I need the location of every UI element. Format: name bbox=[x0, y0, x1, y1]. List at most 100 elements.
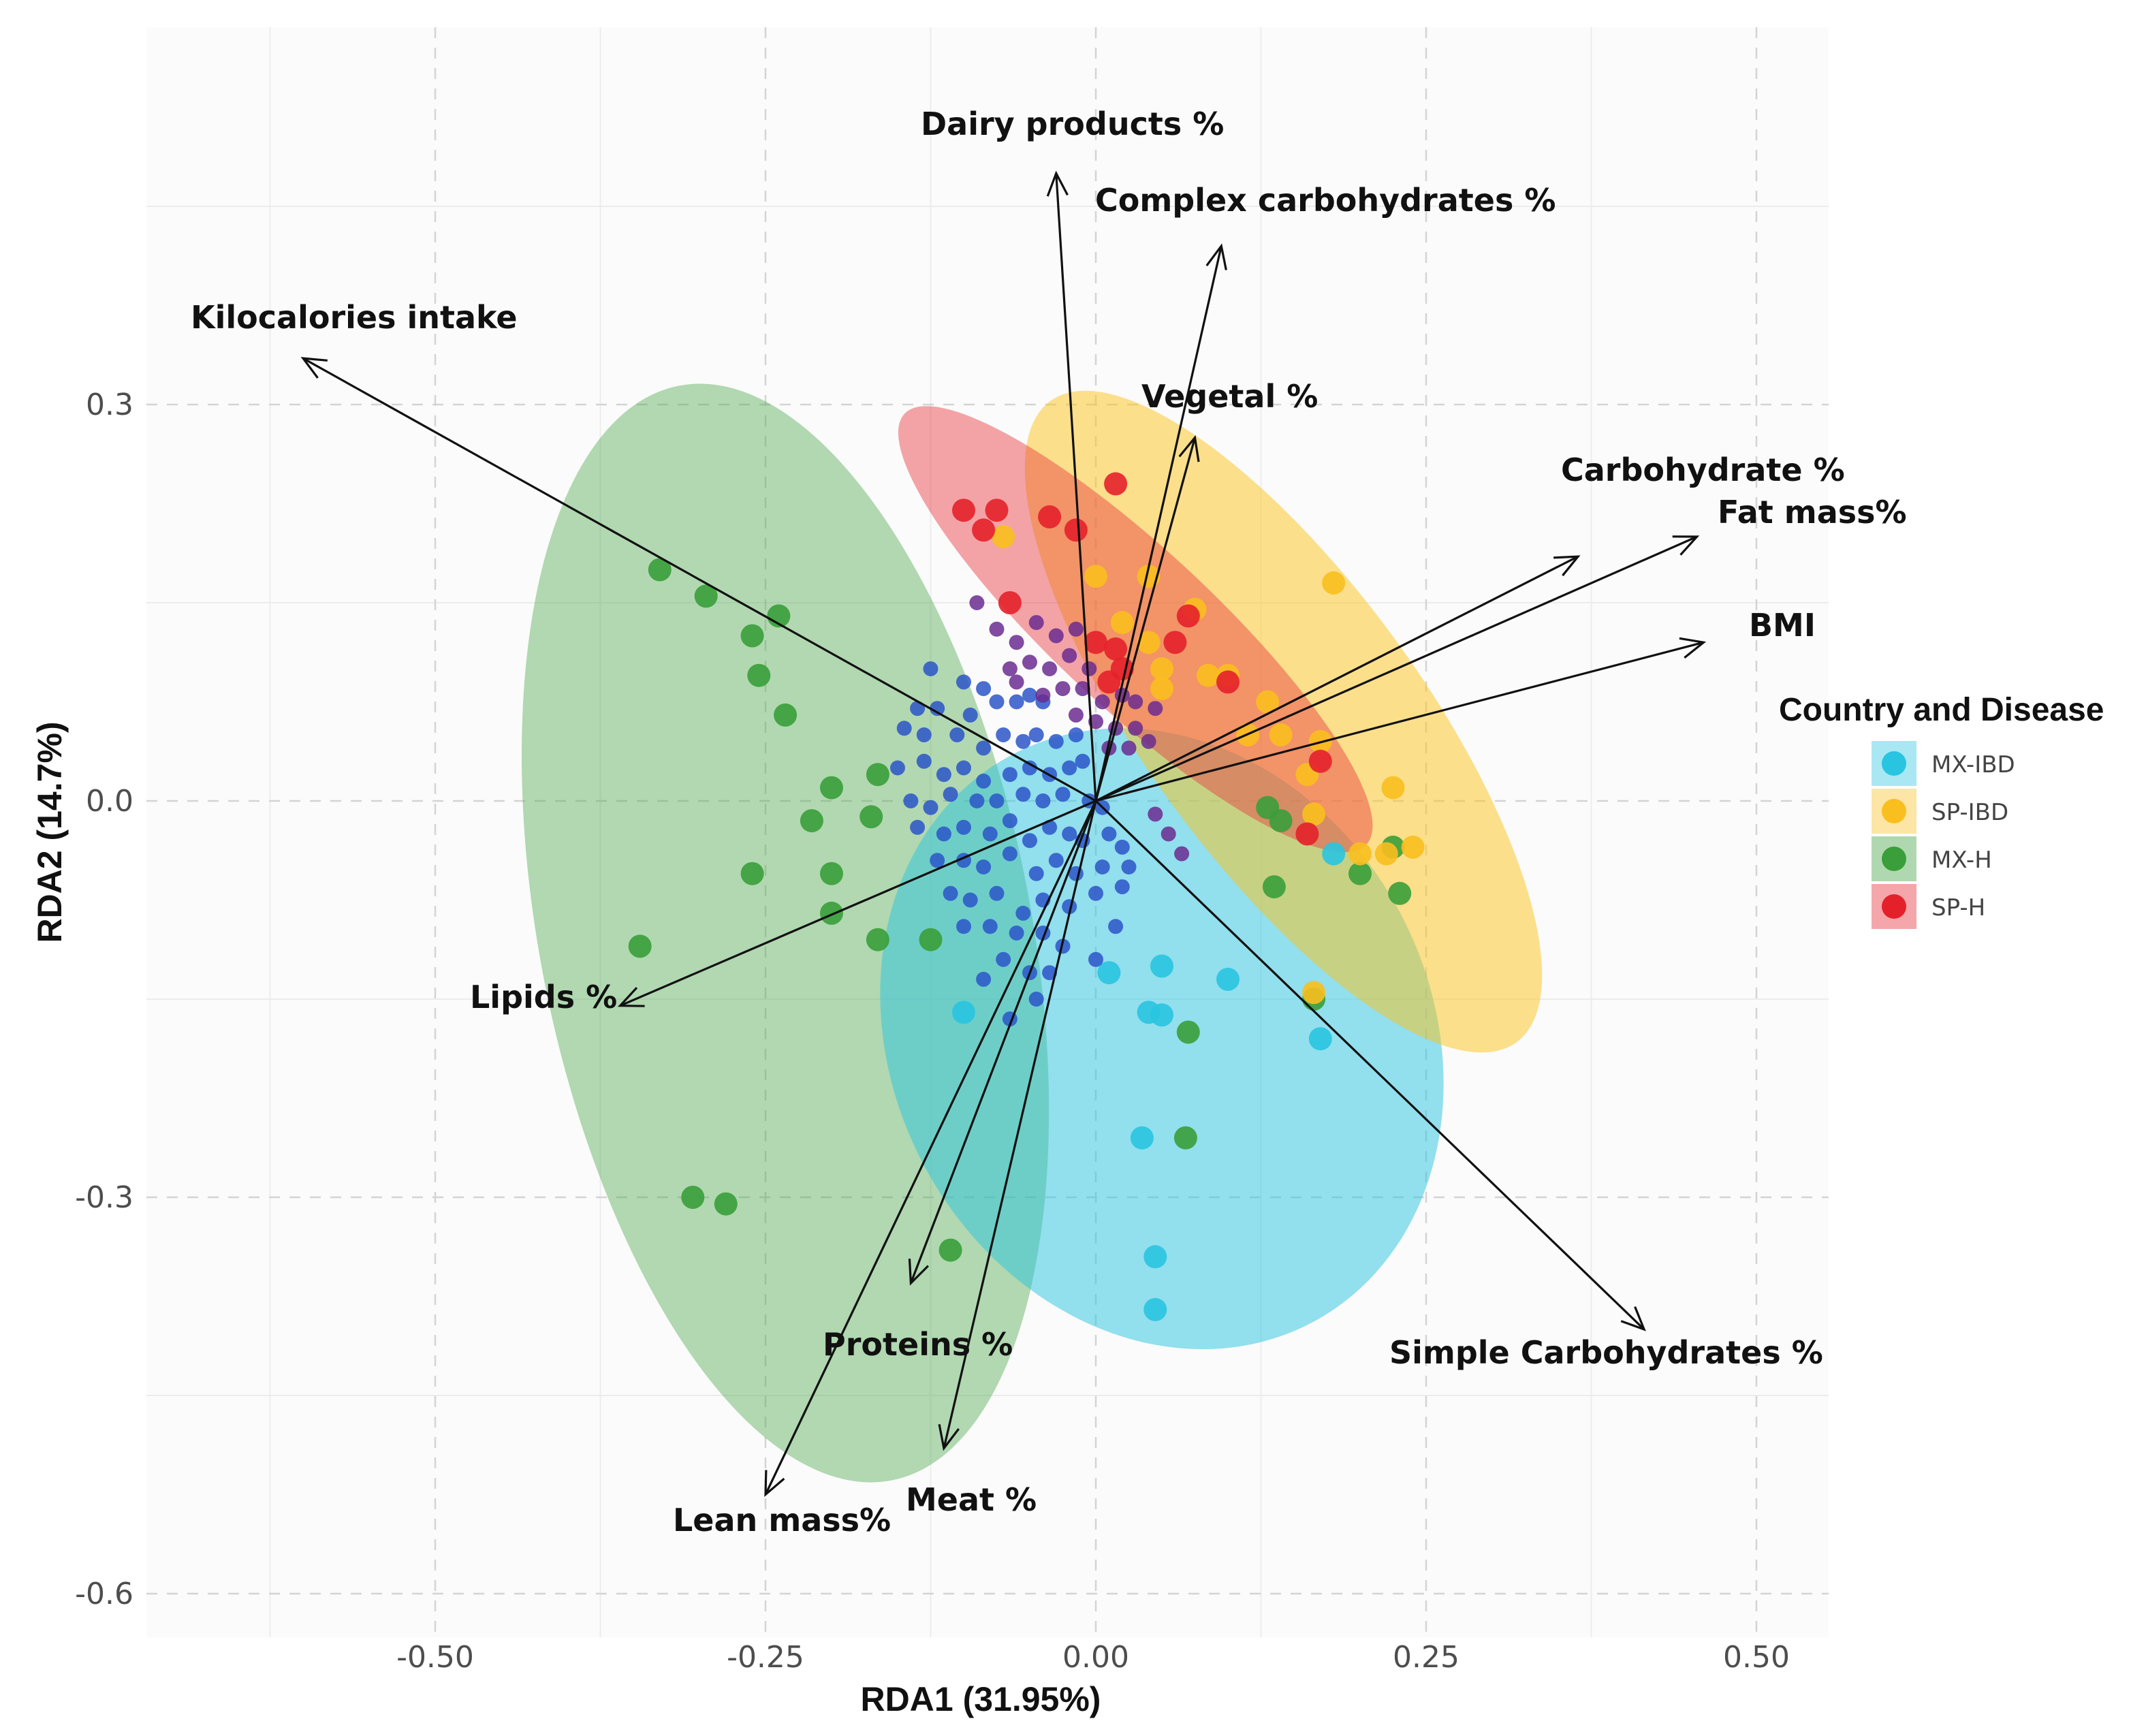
point-mx-ibd-small bbox=[1101, 826, 1117, 842]
point-mx-h bbox=[1262, 875, 1286, 899]
legend-dot-mx-ibd bbox=[1882, 751, 1906, 776]
point-mx-h bbox=[648, 558, 672, 582]
vector-vegetal bbox=[1094, 437, 1197, 802]
point-mx-h bbox=[866, 763, 889, 787]
point-sp-h bbox=[972, 518, 996, 542]
vector-label-proteins: Proteins % bbox=[823, 1326, 1013, 1363]
point-mx-ibd-small bbox=[923, 661, 938, 676]
y-axis-title: RDA2 (14.7%) bbox=[31, 721, 69, 943]
point-mx-ibd-small bbox=[956, 919, 971, 934]
vector-label-meat: Meat % bbox=[906, 1481, 1037, 1518]
point-sp-h bbox=[1064, 518, 1088, 542]
point-mx-ibd-small bbox=[903, 793, 919, 808]
ellipse-sp-ibd bbox=[1024, 390, 1543, 1053]
point-sp-h bbox=[1295, 822, 1319, 846]
point-sp-ibd bbox=[1084, 565, 1107, 588]
point-mx-h bbox=[919, 928, 943, 951]
point-sp-h bbox=[998, 591, 1022, 614]
point-mx-ibd-small bbox=[982, 919, 998, 934]
point-mx-ibd-small bbox=[1048, 853, 1064, 868]
point-mx-ibd-small bbox=[1068, 727, 1084, 742]
point-mx-h bbox=[866, 928, 889, 951]
point-sp-small bbox=[1128, 721, 1143, 736]
vector-lean-mass bbox=[764, 800, 1097, 1496]
point-sp-small bbox=[1121, 740, 1137, 756]
point-mx-ibd bbox=[1150, 1003, 1173, 1027]
point-sp-ibd bbox=[1374, 842, 1398, 866]
point-sp-small bbox=[1068, 621, 1084, 637]
point-mx-ibd-small bbox=[890, 760, 905, 776]
point-mx-ibd-small bbox=[1009, 694, 1024, 710]
point-mx-ibd-small bbox=[1028, 727, 1044, 742]
legend-label-mx-ibd: MX-IBD bbox=[1931, 751, 2015, 778]
point-mx-ibd-small bbox=[976, 859, 992, 874]
point-sp-ibd bbox=[992, 525, 1015, 548]
point-mx-ibd-small bbox=[916, 727, 932, 742]
point-sp-small bbox=[1035, 687, 1051, 703]
point-mx-ibd-small bbox=[910, 701, 926, 716]
point-mx-ibd-small bbox=[896, 721, 912, 736]
point-mx-h bbox=[1388, 881, 1412, 905]
vector-label-lipids: Lipids % bbox=[470, 979, 617, 1015]
point-mx-ibd-small bbox=[1002, 813, 1017, 829]
point-sp-small bbox=[1062, 648, 1077, 663]
point-sp-small bbox=[1141, 733, 1156, 749]
point-mx-ibd-small bbox=[1121, 859, 1137, 874]
axis-ticks: -0.50 -0.25 0.00 0.25 0.50 0.3 0.0 -0.3 -0.6 bbox=[75, 388, 1790, 1675]
point-mx-ibd-small bbox=[956, 819, 971, 835]
point-mx-h bbox=[938, 1238, 962, 1262]
point-mx-ibd-small bbox=[930, 701, 945, 716]
vector-label-bmi: BMI bbox=[1749, 607, 1816, 644]
point-sp-h bbox=[1104, 472, 1128, 496]
vector-arrowhead bbox=[938, 1423, 960, 1451]
vector-label-fat-mass: Fat mass% bbox=[1718, 494, 1907, 531]
vector-label-simple-carbohydrates: Simple Carbohydrates % bbox=[1389, 1334, 1823, 1371]
point-mx-ibd bbox=[1130, 1126, 1154, 1150]
vector-dairy-products bbox=[1055, 173, 1097, 802]
point-mx-ibd-small bbox=[976, 740, 992, 756]
point-mx-h bbox=[747, 663, 771, 687]
point-sp-ibd bbox=[1348, 842, 1372, 866]
point-sp-small bbox=[1002, 661, 1017, 676]
point-mx-h bbox=[740, 862, 764, 885]
vector-arrowhead bbox=[1672, 535, 1700, 556]
point-mx-ibd bbox=[1216, 967, 1240, 991]
point-mx-ibd-small bbox=[962, 707, 978, 723]
legend-items: MX-IBD SP-IBD MX-H SP-H bbox=[1872, 741, 2015, 929]
point-mx-ibd-small bbox=[1062, 899, 1077, 915]
point-sp-ibd bbox=[1269, 723, 1293, 746]
point-sp-h bbox=[1176, 604, 1200, 628]
point-mx-ibd bbox=[952, 1000, 975, 1024]
point-sp-small bbox=[1101, 740, 1117, 756]
vector-arrowhead bbox=[1046, 170, 1069, 197]
point-mx-ibd-small bbox=[1055, 787, 1071, 802]
point-sp-ibd bbox=[1110, 611, 1134, 635]
point-sp-small bbox=[1161, 826, 1176, 842]
point-sp-ibd bbox=[1302, 802, 1326, 826]
point-mx-h bbox=[820, 862, 843, 885]
point-mx-ibd-small bbox=[989, 694, 1005, 710]
point-sp-small bbox=[1055, 681, 1071, 697]
point-mx-h bbox=[1173, 1126, 1197, 1150]
point-sp-h bbox=[1084, 631, 1107, 654]
point-sp-small bbox=[1009, 635, 1024, 650]
point-mx-ibd-small bbox=[1108, 919, 1124, 934]
point-mx-ibd-small bbox=[936, 826, 951, 842]
point-sp-ibd bbox=[1401, 835, 1425, 859]
point-sp-ibd bbox=[1137, 631, 1161, 654]
point-mx-h bbox=[1256, 795, 1280, 819]
point-mx-h bbox=[681, 1186, 705, 1209]
point-sp-small bbox=[1048, 628, 1064, 644]
point-sp-small bbox=[1174, 846, 1190, 862]
environmental-vectors: Kilocalories intake Dairy products % Compl… bbox=[191, 106, 1907, 1538]
x-tick-label: 0.00 bbox=[1062, 1640, 1129, 1675]
vector-label-dairy-products: Dairy products % bbox=[921, 106, 1224, 142]
point-mx-ibd-small bbox=[976, 971, 992, 987]
vector-lipids bbox=[619, 800, 1096, 1007]
point-mx-ibd-small bbox=[1035, 793, 1051, 808]
point-mx-h bbox=[694, 584, 718, 608]
point-sp-small bbox=[1128, 694, 1143, 710]
point-sp-small bbox=[1075, 681, 1090, 697]
point-mx-ibd-small bbox=[1088, 885, 1103, 901]
point-sp-small bbox=[1094, 694, 1110, 710]
